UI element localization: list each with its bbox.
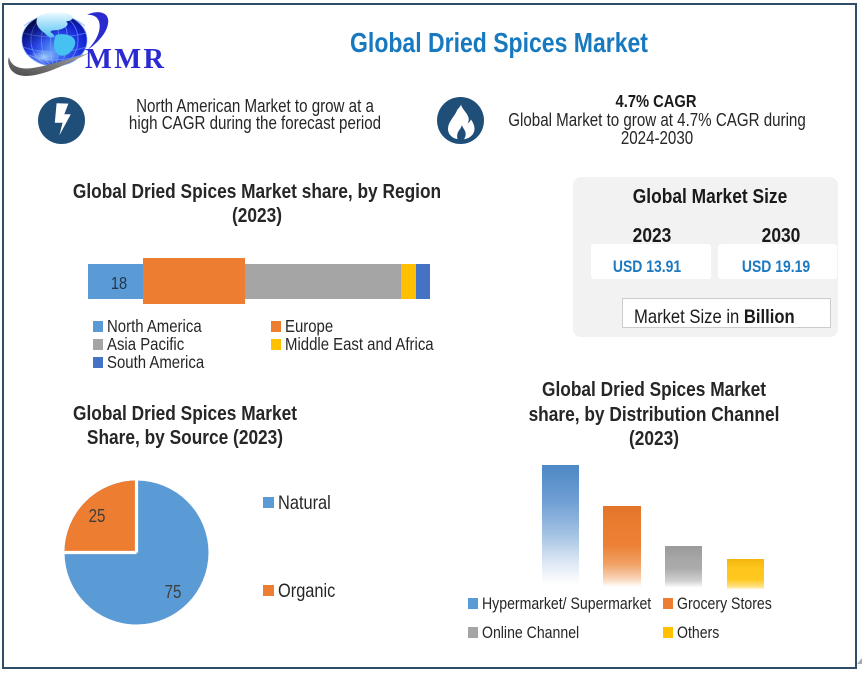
svg-text:MMR: MMR (85, 44, 164, 75)
